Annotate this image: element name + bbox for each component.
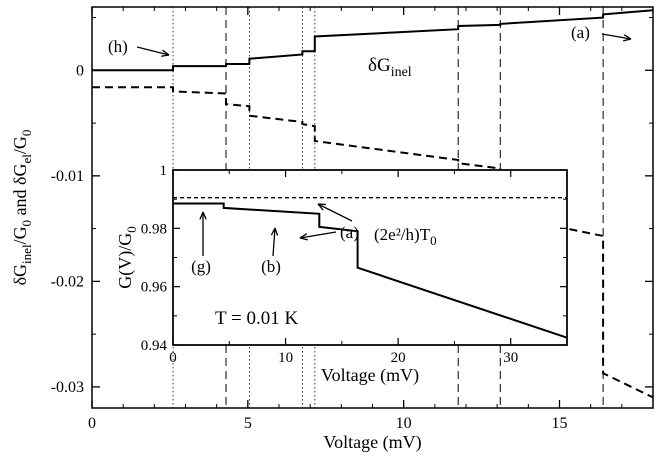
x-tick-label: 10 [396,415,412,432]
x-tick-label: 5 [244,415,252,432]
x-tick-label: 15 [552,415,568,432]
inset-series-0 [173,202,568,339]
inset-annotation-a: (a) [340,223,359,242]
label-dG-inel: δGinel [368,55,412,80]
y-tick-label: -0.02 [51,273,84,290]
main-series-0 [92,9,654,72]
x-axis-label: Voltage (mV) [323,432,421,453]
inset-arrow-a [299,231,337,239]
arrow-a-main [601,33,632,40]
inset-x-axis-label: Voltage (mV) [321,365,419,386]
x-tick-label: 0 [88,415,96,432]
inset-arrow-b [272,227,276,257]
y-tick-label: 0 [76,62,84,79]
inset-y-tick-label: 0.98 [141,221,167,237]
y-axis-label: δGinel/G0 and δGel/G0 [10,130,34,286]
annotation-h: (h) [108,37,128,56]
arrow-a-main-head [623,34,632,42]
inset-arrow-T0 [317,203,353,222]
inset-x-tick-label: 20 [391,350,406,366]
y-tick-label: -0.03 [51,379,84,396]
inset-arrow-a-head [299,233,308,241]
inset-arrow-g-head [199,211,207,220]
annotation-a-main: (a) [571,23,590,42]
y-tick-label: -0.01 [51,168,84,185]
inset-annotation-b: (b) [261,257,281,276]
inset-temperature-label: T = 0.01 K [215,308,298,329]
inset-y-tick-label: 0.94 [141,338,168,354]
arrow-h-head [160,49,170,57]
inset-x-tick-label: 10 [278,350,293,366]
arrow-h [136,46,170,56]
inset-y-tick-label: 1 [160,163,168,179]
inset-arrow-b-head [270,227,279,236]
inset-annotation-g: (g) [191,257,211,276]
inset-annotation-T0: (2e²/h)T0 [374,225,437,248]
inset-arrow-T0-head [317,203,327,211]
inset-y-axis-label: G(V)/G0 [115,226,139,289]
inset-y-tick-label: 0.96 [141,280,168,296]
inset-x-tick-label: 30 [503,350,518,366]
inset-x-tick-label: 0 [169,350,177,366]
